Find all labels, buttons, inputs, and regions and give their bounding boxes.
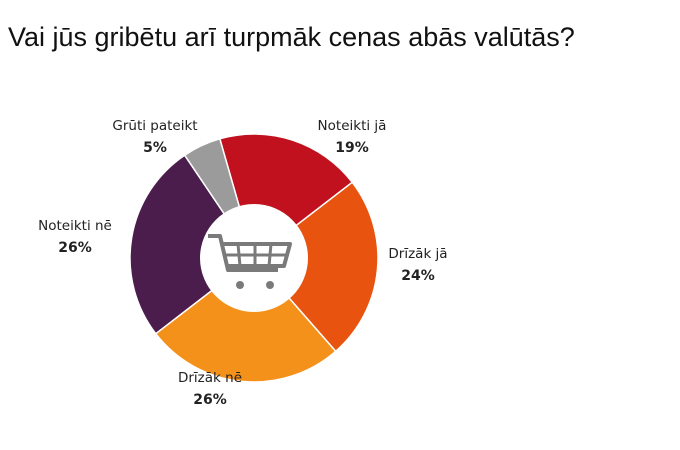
slice: [129, 154, 256, 335]
slice: [154, 256, 337, 383]
chart-title: Vai jūs gribētu arī turpmāk cenas abās v…: [8, 22, 575, 52]
slice-label: Drīzāk jā: [388, 246, 447, 262]
cart-icon: [208, 234, 292, 289]
value-label: 26%: [58, 240, 92, 256]
slice-label: Drīzāk nē: [178, 370, 242, 386]
slice: [252, 181, 379, 353]
value-label: 26%: [193, 392, 227, 408]
slice-label: Noteikti nē: [38, 218, 112, 234]
slice-label: Noteikti jā: [318, 118, 387, 134]
value-label: 5%: [143, 140, 167, 156]
value-label: 19%: [335, 140, 369, 156]
value-label: 24%: [401, 268, 435, 284]
slice-label: Grūti pateikt: [112, 118, 197, 134]
